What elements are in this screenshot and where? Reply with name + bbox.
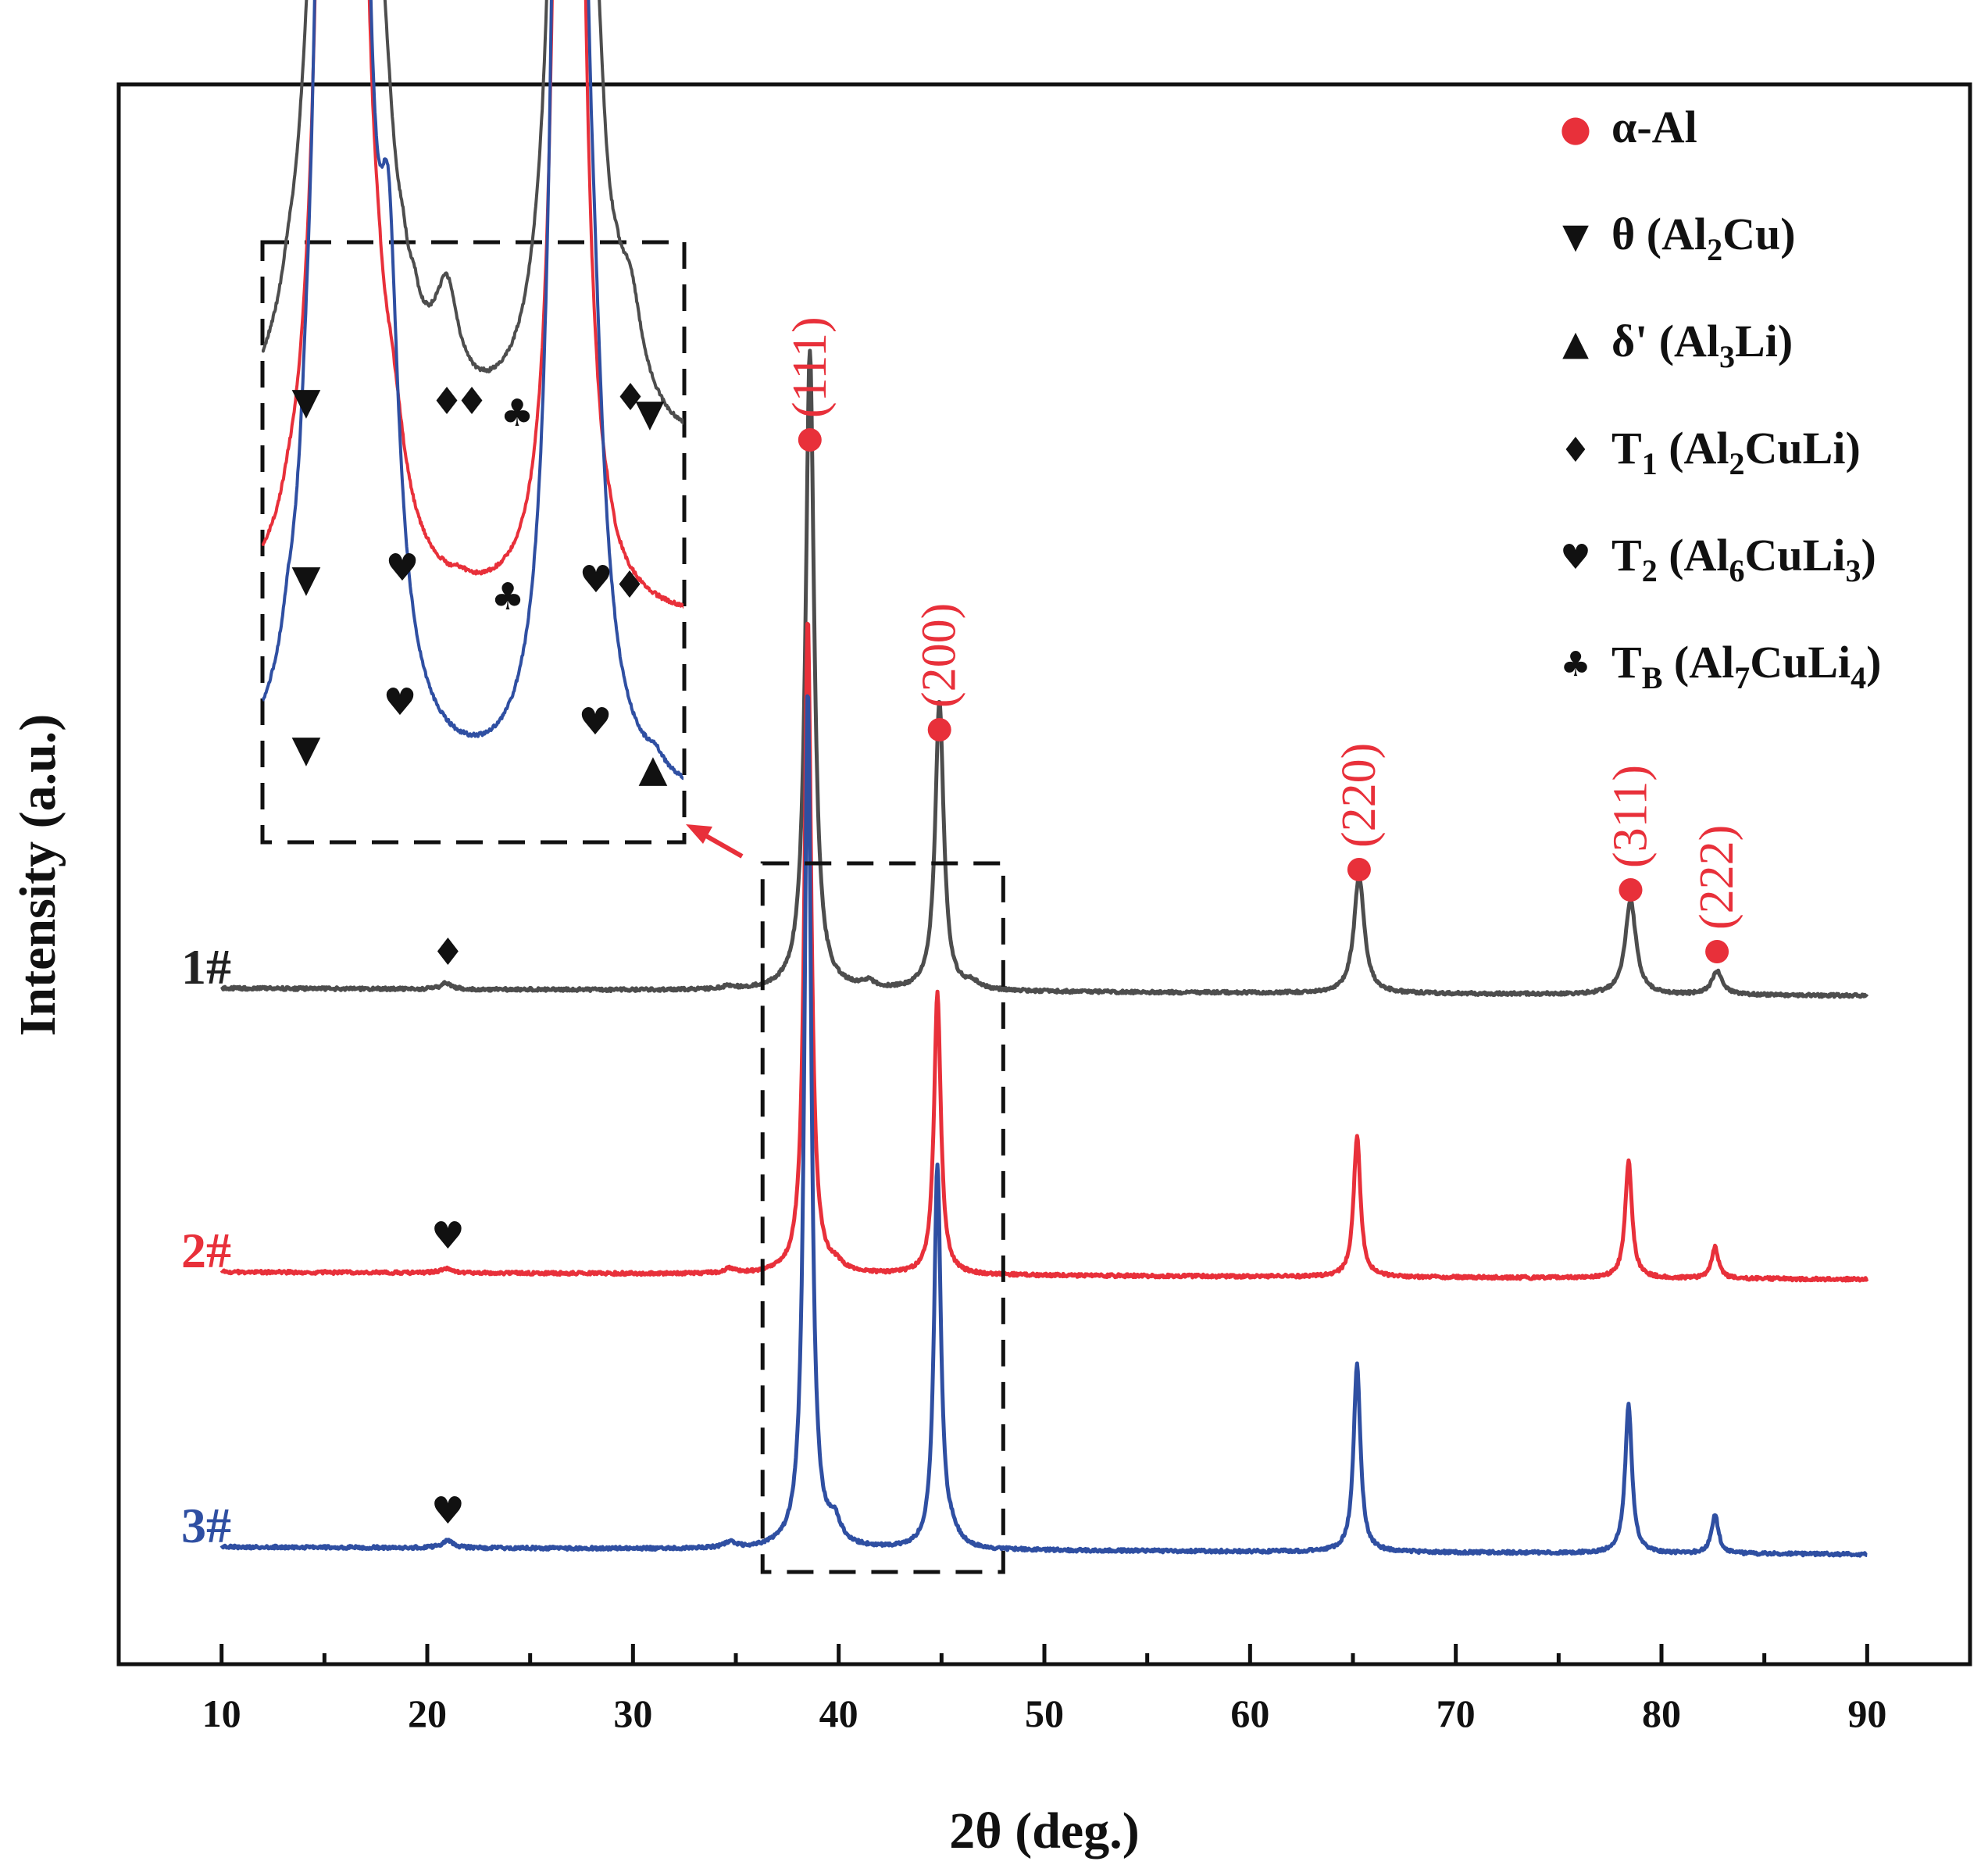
legend-label: θ (Al2Cu) — [1611, 209, 1796, 267]
legend-label-part: CuLi) — [1745, 423, 1861, 473]
legend-symbol: ♣ — [1560, 645, 1590, 684]
phase-marker: ♥ — [431, 1489, 465, 1533]
legend-label-part: T — [1611, 423, 1642, 473]
series-label: 1# — [181, 939, 231, 995]
x-tick-label: 80 — [1642, 1692, 1681, 1735]
hkl-label: (200) — [913, 603, 966, 708]
inset-phase-marker: ▼ — [292, 727, 321, 771]
inset-phase-marker: ♦ — [455, 380, 488, 423]
legend-symbol: ● — [1560, 107, 1591, 149]
x-tick-label: 60 — [1230, 1692, 1269, 1735]
legend-symbol: ♥ — [1560, 538, 1590, 577]
legend-label: δ' (Al3Li) — [1611, 316, 1793, 374]
legend-label-part: Li) — [1735, 316, 1793, 366]
x-tick-label: 70 — [1437, 1692, 1476, 1735]
inset-phase-marker: ♦ — [613, 376, 647, 420]
legend: ● α-Al▼ θ (Al2Cu)▲ δ' (Al3Li)♦ T1 (Al2CuLi)♥… — [1560, 102, 1882, 695]
series-line-3 — [220, 694, 1868, 1558]
inset-series-line-1 — [262, 0, 683, 425]
legend-label: T2 (Al6CuLi3) — [1611, 530, 1876, 588]
inset-phase-marker: ▼ — [292, 557, 321, 601]
x-tick-label: 10 — [202, 1692, 241, 1735]
inset-phase-marker: ♣ — [491, 575, 524, 619]
legend-label-part: θ (Al — [1611, 209, 1707, 259]
legend-label-part: (Al — [1658, 530, 1729, 581]
legend-label-part: CuLi — [1750, 637, 1851, 688]
phase-marker: ♥ — [431, 1214, 465, 1258]
alpha-al-marker — [1347, 858, 1371, 881]
legend-symbol: ▼ — [1562, 216, 1589, 256]
phase-marker: ♦ — [431, 931, 465, 974]
alpha-al-marker — [1619, 878, 1643, 902]
legend-label-part: (Al — [1662, 637, 1734, 688]
x-axis-title: 2θ (deg.) — [949, 1802, 1139, 1859]
legend-label-part: B — [1642, 660, 1663, 695]
inset-series-line-3 — [262, 0, 683, 781]
legend-label-part: T — [1611, 530, 1642, 581]
x-tick-label: 50 — [1025, 1692, 1064, 1735]
legend-label-part: Cu) — [1722, 209, 1795, 259]
legend-label-part: (Al — [1658, 423, 1729, 473]
hkl-label: (220) — [1333, 743, 1386, 848]
zoom-region-box — [760, 861, 1005, 1574]
legend-label-part: T — [1611, 637, 1642, 688]
series-label: 2# — [181, 1223, 231, 1278]
series-line-2 — [220, 621, 1869, 1283]
legend-label-part: δ' (Al — [1611, 316, 1719, 366]
main-series — [220, 348, 1869, 1558]
x-axis-ticks: 10 20 30 40 50 60 70 80 90 — [202, 1644, 1886, 1735]
alpha-al-marker — [1705, 940, 1729, 963]
hkl-label: (111) — [783, 316, 837, 418]
series-line-1 — [220, 348, 1869, 999]
series-label: 3# — [181, 1498, 231, 1553]
legend-label-part: 2 — [1707, 232, 1722, 267]
alpha-al-marker — [798, 428, 822, 452]
x-tick-label: 40 — [819, 1692, 858, 1735]
legend-symbol: ▲ — [1562, 323, 1589, 363]
legend-label-part: CuLi — [1745, 530, 1846, 581]
peak-annotations: 1#2#3#♦♥♥(111)(200)(220) (311)(222) — [181, 316, 1744, 1553]
legend-label-part: 3 — [1719, 339, 1735, 374]
legend-label-part: 4 — [1851, 660, 1866, 695]
hkl-label: (222) — [1690, 825, 1744, 930]
inset-phase-marker: ▼ — [292, 380, 321, 423]
inset-phase-marker: ▲ — [639, 747, 668, 791]
x-tick-label: 20 — [408, 1692, 447, 1735]
inset-phase-marker: ♦ — [612, 563, 646, 607]
inset-phase-marker: ♣ — [500, 391, 534, 435]
legend-label-part: 7 — [1734, 660, 1750, 695]
legend-label-part: ) — [1866, 637, 1881, 688]
inset-phase-marker: ♥ — [383, 681, 416, 724]
legend-label-part: ) — [1861, 530, 1876, 581]
inset-phase-marker: ♥ — [385, 546, 419, 590]
legend-label-part: 1 — [1642, 446, 1658, 481]
inset-series-line-2 — [262, 0, 683, 609]
inset-phase-marker: ♥ — [579, 558, 612, 602]
legend-label-part: 6 — [1729, 553, 1745, 588]
hkl-label: (311) — [1604, 765, 1658, 868]
inset-phase-marker: ♥ — [578, 700, 612, 744]
legend-label-part: 2 — [1642, 553, 1658, 588]
legend-label-part: 2 — [1729, 446, 1745, 481]
legend-label-part: 3 — [1845, 553, 1861, 588]
legend-symbol: ♦ — [1560, 430, 1590, 470]
zoom-box — [760, 861, 1005, 1574]
zoom-arrow-head — [686, 824, 712, 844]
inset-plot: ▼ ♦♦ ♣ ♦▼▼ ♥♣ ♥ ♦▼♥ ♥▲ — [260, 0, 744, 859]
y-axis-title: Intensity (a.u.) — [9, 714, 66, 1037]
legend-label: T1 (Al2CuLi) — [1611, 423, 1861, 481]
inset-phase-marker: ▼ — [636, 391, 665, 435]
inset-phase-marker: ♦ — [430, 380, 463, 423]
x-tick-label: 90 — [1847, 1692, 1886, 1735]
legend-label: TB (Al7CuLi4) — [1611, 637, 1881, 695]
legend-label: α-Al — [1611, 102, 1697, 152]
x-tick-label: 30 — [613, 1692, 652, 1735]
legend-label-part: α-Al — [1611, 102, 1697, 152]
alpha-al-marker — [927, 718, 951, 741]
